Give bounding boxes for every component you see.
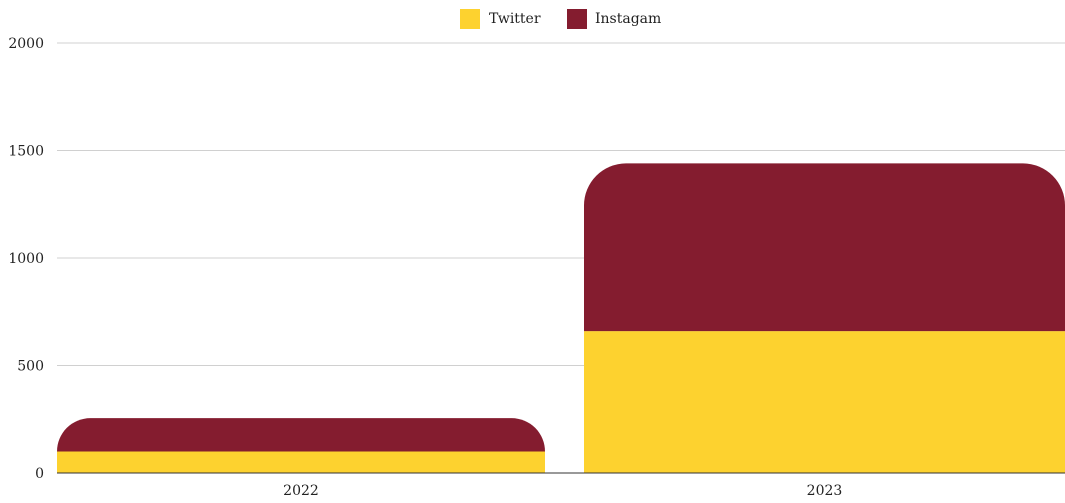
y-tick-label-500: 500 bbox=[17, 359, 44, 375]
x-axis-ticks: 2022 2023 bbox=[283, 483, 842, 499]
y-axis-ticks: 0 500 1000 1500 2000 bbox=[8, 36, 44, 482]
y-tick-label-0: 0 bbox=[35, 466, 44, 482]
legend-label-instagam: Instagam bbox=[595, 11, 661, 27]
bar-instagam-2022 bbox=[57, 418, 545, 452]
bars bbox=[57, 163, 1065, 473]
y-tick-label-1500: 1500 bbox=[8, 144, 44, 160]
x-tick-label-2023: 2023 bbox=[807, 483, 843, 499]
legend-swatch-instagam bbox=[567, 9, 587, 29]
legend-label-twitter: Twitter bbox=[489, 11, 541, 27]
bar-twitter-2023 bbox=[584, 331, 1065, 473]
legend-swatch-twitter bbox=[460, 9, 480, 29]
y-tick-label-2000: 2000 bbox=[8, 36, 44, 52]
x-tick-label-2022: 2022 bbox=[283, 483, 319, 499]
legend: Twitter Instagam bbox=[460, 9, 661, 29]
bar-twitter-2022 bbox=[57, 451, 545, 473]
bar-instagam-2023 bbox=[584, 163, 1065, 332]
y-tick-label-1000: 1000 bbox=[8, 251, 44, 267]
